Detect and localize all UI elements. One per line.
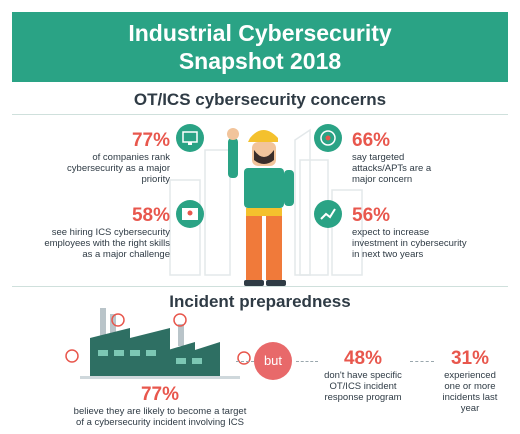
target-icon: [314, 124, 342, 152]
stat-66-apts: 66% say targeted attacks/APTs are a majo…: [352, 130, 502, 185]
person-screen-icon: [176, 200, 204, 228]
stat-pct: 31%: [450, 348, 490, 369]
stat-text: attacks/APTs are a: [352, 163, 432, 174]
stat-text: believe they are likely to become a targ…: [73, 406, 247, 417]
page-title-line2: Snapshot 2018: [178, 48, 342, 74]
stat-56-investment: 56% expect to increase investment in cyb…: [352, 205, 512, 260]
stat-text: response program: [324, 392, 402, 403]
stat-text: of a cybersecurity incident involving IC…: [76, 417, 244, 428]
stat-text: expect to increase: [352, 227, 430, 238]
stat-text: don't have specific: [324, 370, 402, 381]
stat-77-priority: 77% of companies rank cybersecurity as a…: [40, 130, 170, 185]
monitor-shield-icon: [176, 124, 204, 152]
but-badge: but: [254, 342, 292, 380]
stat-text: one or more: [444, 381, 496, 392]
chart-up-icon: [314, 200, 342, 228]
stat-pct: 77%: [140, 384, 180, 405]
divider: [12, 114, 508, 115]
stat-text: as a major challenge: [82, 249, 170, 260]
connector-line: [296, 361, 318, 362]
preparedness-section-title: Incident preparedness: [169, 292, 351, 311]
stat-text: in next two years: [352, 249, 424, 260]
stat-text: incidents last: [442, 392, 498, 403]
stat-text: OT/ICS incident: [329, 381, 397, 392]
stat-text: see hiring ICS cybersecurity: [51, 227, 170, 238]
stat-text: of companies rank: [92, 152, 170, 163]
connector-line: [236, 361, 254, 362]
concerns-section-title: OT/ICS cybersecurity concerns: [133, 90, 387, 109]
page-title-line1: Industrial Cybersecurity: [128, 20, 392, 46]
stat-text: year: [460, 403, 480, 414]
title-banner: Industrial Cybersecurity Snapshot 2018: [12, 12, 508, 82]
stat-text: priority: [141, 174, 170, 185]
stat-pct: 77%: [131, 130, 170, 151]
stat-text: experienced: [444, 370, 496, 381]
stat-text: investment in cybersecurity: [352, 238, 467, 249]
stat-48-response: 48% don't have specific OT/ICS incident …: [318, 348, 408, 403]
factory-illustration: [65, 308, 251, 379]
stat-text: cybersecurity as a major: [67, 163, 170, 174]
divider: [12, 286, 508, 287]
connector-line: [410, 361, 434, 362]
stat-77-target: 77% believe they are likely to become a …: [60, 384, 260, 428]
stat-pct: 66%: [352, 130, 391, 151]
stat-pct: 58%: [131, 205, 170, 226]
stat-text: major concern: [352, 174, 413, 185]
stat-pct: 48%: [343, 348, 383, 369]
stat-pct: 56%: [352, 205, 391, 226]
stat-text: employees with the right skills: [44, 238, 170, 249]
stat-text: say targeted: [352, 152, 405, 163]
worker-illustration: [227, 128, 294, 286]
stat-58-hiring: 58% see hiring ICS cybersecurity employe…: [20, 205, 170, 260]
stat-31-incidents: 31% experienced one or more incidents la…: [434, 348, 506, 414]
